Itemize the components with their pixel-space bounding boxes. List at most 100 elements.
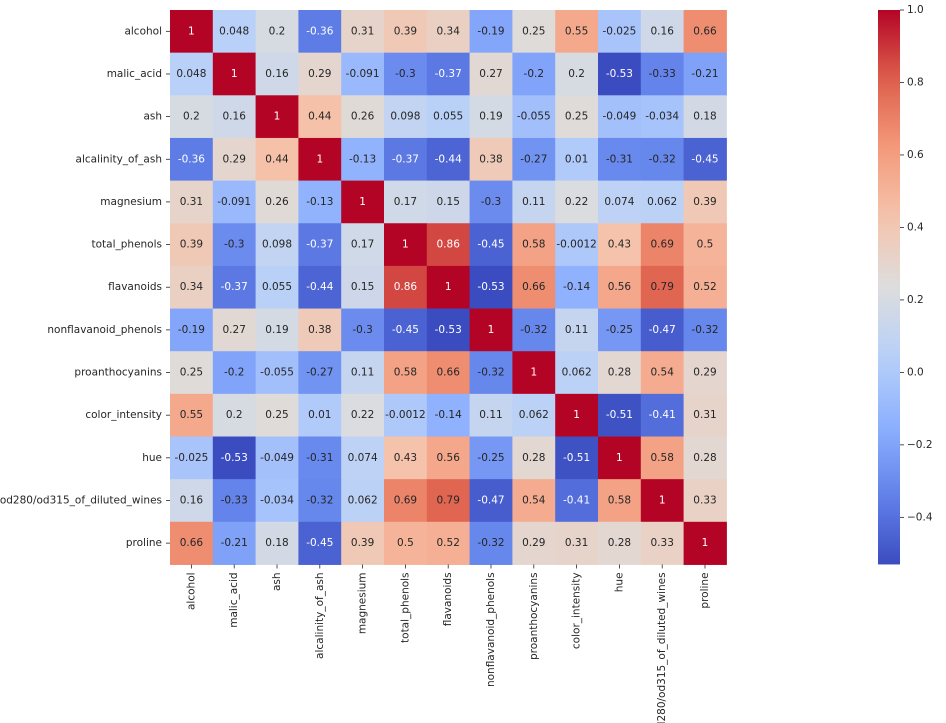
heatmap-cell <box>555 479 599 523</box>
cell-value-label: 0.66 <box>180 537 204 549</box>
cell-value-label: 0.25 <box>565 111 588 123</box>
heatmap-cell <box>598 180 642 224</box>
cell-value-label: 0.86 <box>437 239 461 251</box>
heatmap-cell <box>298 137 342 182</box>
heatmap-cell <box>426 223 471 267</box>
cell-value-label: 0.048 <box>176 68 206 80</box>
cell-value-label: -0.32 <box>520 324 547 336</box>
cell-value-label: -0.45 <box>392 324 419 336</box>
cell-value-label: -0.14 <box>435 409 462 421</box>
heatmap-cell <box>384 52 428 96</box>
cell-value-label: -0.27 <box>306 367 333 379</box>
heatmap-cell <box>640 393 685 437</box>
cell-value-label: -0.21 <box>221 537 248 549</box>
heatmap-cell <box>212 393 257 437</box>
colorbar-tick-label: −0.4 <box>907 511 933 523</box>
y-axis-label: nonflavanoid_phenols <box>47 324 162 336</box>
heatmap-cell <box>512 351 556 395</box>
heatmap-cell <box>170 223 214 267</box>
cell-value-label: -0.45 <box>306 537 333 549</box>
y-axis-label: alcohol <box>124 25 162 37</box>
heatmap-cell <box>255 137 299 182</box>
heatmap-cell <box>426 95 471 139</box>
cell-value-label: 0.52 <box>693 281 716 293</box>
cell-value-label: 0.25 <box>265 409 288 421</box>
cell-value-label: -0.049 <box>602 111 636 123</box>
cell-value-label: 0.062 <box>647 196 677 208</box>
heatmap-cell <box>255 436 299 480</box>
x-axis-label: magnesium <box>357 572 369 634</box>
cell-value-label: 0.28 <box>608 367 631 379</box>
heatmap-cell <box>598 436 642 480</box>
heatmap-cell <box>170 479 214 523</box>
cell-value-label: 0.17 <box>394 196 417 208</box>
cell-value-label: 0.15 <box>437 196 460 208</box>
cell-value-label: 0.19 <box>265 324 288 336</box>
colorbar-tick-label: −0.2 <box>907 439 933 451</box>
heatmap-cell <box>341 95 385 139</box>
cell-value-label: 0.098 <box>390 111 420 123</box>
x-axis-label: proanthocyanins <box>528 572 540 660</box>
heatmap-cell <box>426 265 471 310</box>
cell-value-label: -0.091 <box>217 196 251 208</box>
heatmap-cell <box>555 95 599 139</box>
cell-value-label: 0.38 <box>308 324 331 336</box>
cell-value-label: 0.11 <box>565 324 588 336</box>
heatmap-cell <box>683 223 727 267</box>
cell-value-label: 0.27 <box>223 324 246 336</box>
cell-value-label: -0.32 <box>477 367 504 379</box>
cell-value-label: 0.54 <box>522 494 546 506</box>
cell-value-label: 0.39 <box>394 25 417 37</box>
cell-value-label: 0.25 <box>522 25 545 37</box>
heatmap-cell <box>298 180 342 224</box>
heatmap-cell <box>255 479 299 523</box>
heatmap-cell <box>512 223 556 267</box>
heatmap-cell <box>341 223 385 267</box>
cell-value-label: 0.39 <box>693 196 716 208</box>
heatmap-cell <box>170 52 214 96</box>
cell-value-label: 0.29 <box>693 367 716 379</box>
cell-value-label: 0.18 <box>265 537 288 549</box>
cell-value-label: -0.13 <box>349 153 376 165</box>
cell-value-label: 0.69 <box>651 239 674 251</box>
heatmap-cell <box>341 137 385 182</box>
cell-value-label: -0.32 <box>477 537 504 549</box>
heatmap-cell <box>384 10 428 54</box>
heatmap-cell <box>640 95 685 139</box>
heatmap-cell <box>426 351 471 395</box>
cell-value-label: 0.098 <box>262 239 292 251</box>
heatmap-cell <box>683 137 727 182</box>
heatmap-cell <box>512 10 556 54</box>
heatmap-cell <box>384 137 428 182</box>
cell-value-label: -0.31 <box>306 452 333 464</box>
heatmap-cell <box>212 95 257 139</box>
heatmap-cell <box>640 436 685 480</box>
y-axis-label: total_phenols <box>91 239 162 251</box>
cell-value-label: -0.055 <box>260 367 294 379</box>
heatmap-cell <box>426 393 471 437</box>
heatmap-cell <box>384 95 428 139</box>
heatmap-cell <box>341 393 385 437</box>
heatmap-cell <box>598 351 642 395</box>
cell-value-label: -0.32 <box>306 494 333 506</box>
cell-value-label: 0.55 <box>180 409 203 421</box>
cell-value-label: -0.3 <box>224 239 245 251</box>
heatmap-cell <box>426 10 471 54</box>
cell-value-label: 0.69 <box>394 494 417 506</box>
heatmap-cell <box>212 137 257 182</box>
y-axis-label: proline <box>126 537 162 549</box>
heatmap-cell <box>683 393 727 437</box>
cell-value-label: -0.37 <box>435 68 462 80</box>
heatmap-cell <box>170 180 214 224</box>
cell-value-label: 0.11 <box>479 409 502 421</box>
heatmap-cell <box>683 180 727 224</box>
heatmap-cell <box>170 10 214 54</box>
heatmap-cell <box>640 10 685 54</box>
heatmap-cell <box>341 265 385 310</box>
heatmap-cell <box>298 351 342 395</box>
cell-value-label: -0.3 <box>481 196 502 208</box>
cell-value-label: 0.34 <box>180 281 204 293</box>
cell-value-label: -0.53 <box>221 452 248 464</box>
y-axis-label: magnesium <box>100 196 162 208</box>
